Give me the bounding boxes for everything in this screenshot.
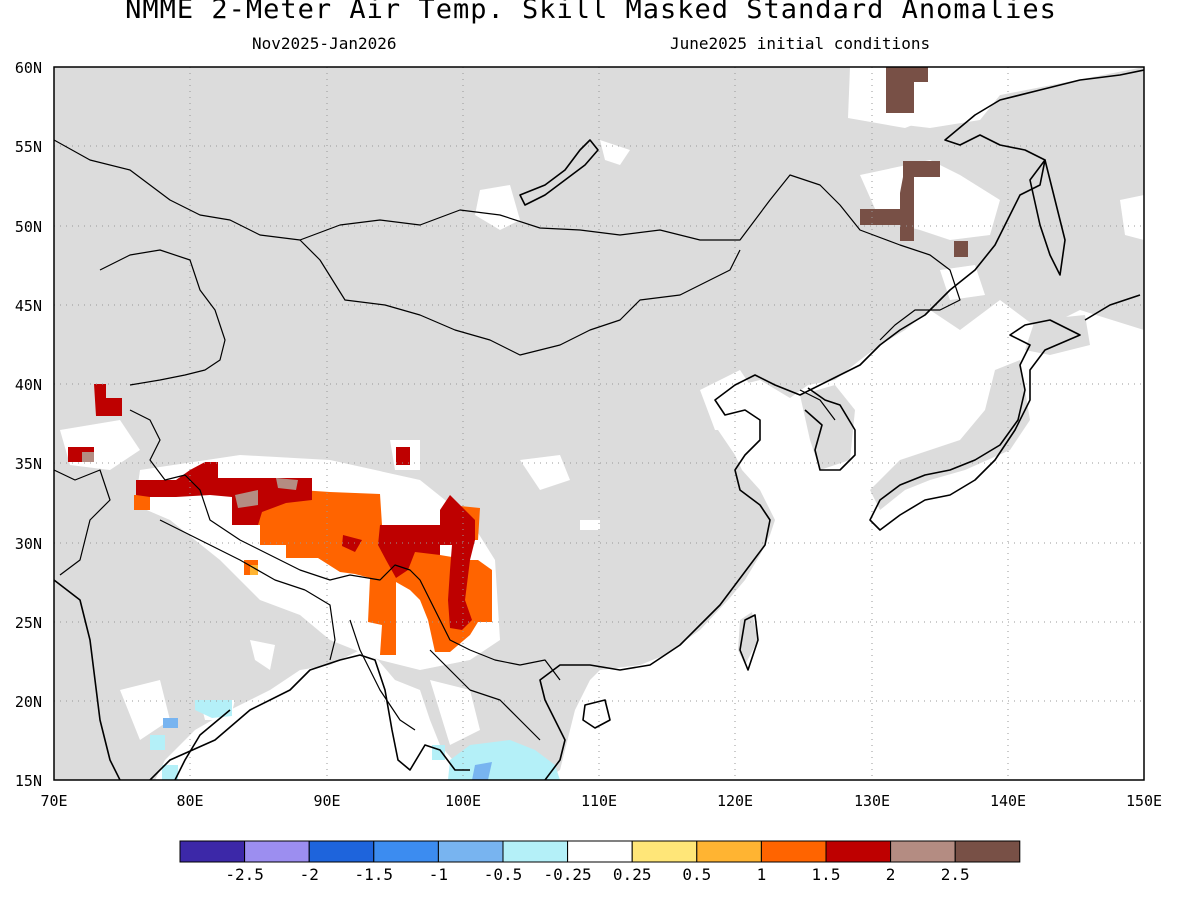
colorbar-swatch (373, 840, 439, 863)
colorbar-swatch (179, 840, 246, 863)
colorbar-label: 2 (886, 865, 896, 884)
positive-anomalies (68, 67, 968, 655)
negative-anomalies (150, 700, 560, 780)
coast-taiwan (739, 614, 759, 671)
colorbar-label: 2.5 (941, 865, 970, 884)
lon-tick-label: 100E (445, 792, 481, 810)
longitude-ticks: 70E 80E 90E 100E 110E 120E 130E 140E 150… (40, 792, 1162, 810)
colorbar-swatch (567, 840, 633, 863)
colorbar-swatch (437, 840, 504, 863)
lat-tick-label: 40N (15, 376, 42, 394)
border-mongolia-china (299, 239, 741, 356)
graticule (54, 67, 1144, 780)
lon-tick-label: 80E (176, 792, 203, 810)
border-bangladesh (304, 589, 336, 661)
colorbar-label: -0.25 (544, 865, 592, 884)
country-borders (54, 139, 961, 741)
lat-tick-label: 55N (15, 138, 42, 156)
colorbar-label: -1.5 (355, 865, 394, 884)
colorbar-swatch (825, 840, 892, 863)
coastlines (54, 69, 1144, 780)
lon-tick-label: 130E (854, 792, 890, 810)
lat-tick-label: 60N (15, 59, 42, 77)
border-indochina (429, 649, 541, 741)
lake-baikal (519, 139, 599, 206)
lon-tick-label: 150E (1126, 792, 1162, 810)
lat-tick-label: 50N (15, 218, 42, 236)
border-india-nepal (159, 519, 306, 591)
colorbar-swatch (631, 840, 698, 863)
border-kazakhstan-china (99, 249, 226, 386)
coast-hainan (582, 699, 611, 729)
lat-tick-label: 35N (15, 455, 42, 473)
colorbar-label: -2 (300, 865, 319, 884)
colorbar-label: 0.5 (682, 865, 711, 884)
land-mass-taiwan (738, 612, 758, 665)
border-myanmar (349, 619, 416, 731)
lat-tick-label: 45N (15, 297, 42, 315)
coast-korea (804, 387, 856, 471)
border-north-korea (799, 389, 836, 421)
lat-tick-label: 20N (15, 693, 42, 711)
colorbar-swatch (760, 840, 827, 863)
coast-sakhalin (1029, 159, 1066, 276)
subtitle-initial-conditions: June2025 initial conditions (670, 34, 931, 53)
lat-tick-label: 25N (15, 614, 42, 632)
colorbar-swatch (696, 840, 762, 863)
lon-tick-label: 110E (581, 792, 617, 810)
coast-asia-main (54, 579, 121, 780)
border-russia-mongolia-china (54, 139, 961, 341)
colorbar-label: 1.5 (812, 865, 841, 884)
colorbar-label: -2.5 (225, 865, 264, 884)
lon-tick-label: 90E (313, 792, 340, 810)
colorbar-swatch (244, 840, 310, 863)
lon-tick-label: 140E (990, 792, 1026, 810)
border-pakistan-afghanistan (54, 469, 111, 576)
lon-tick-label: 120E (717, 792, 753, 810)
colorbar-swatch (502, 840, 569, 863)
colorbar-label: 1 (757, 865, 767, 884)
colorbar-swatch (954, 840, 1021, 863)
land-mass-japan-honshu (870, 360, 1030, 510)
coast-japan (869, 319, 1081, 531)
latitude-ticks: 15N 20N 25N 30N 35N 40N 45N 50N 55N 60N (15, 59, 42, 790)
colorbar-label: -1 (429, 865, 448, 884)
colorbar-swatch (308, 840, 375, 863)
lon-tick-label: 70E (40, 792, 67, 810)
colorbar-swatch (890, 840, 956, 863)
colorbar: -2.5 -2 -1.5 -1 -0.5 -0.25 0.25 0.5 1 1.5 2 2.5 (179, 840, 1021, 884)
land-mass-japan-north (1025, 315, 1090, 355)
lat-tick-label: 30N (15, 535, 42, 553)
subtitle-period: Nov2025-Jan2026 (252, 34, 397, 53)
colorbar-label: 0.25 (613, 865, 652, 884)
map-title: NMME 2-Meter Air Temp. Skill Masked Stan… (125, 0, 1057, 25)
colorbar-label: -0.5 (484, 865, 523, 884)
map-plot-area (54, 67, 1144, 780)
plot-frame (53, 66, 1145, 781)
border-china-southwest (129, 409, 561, 681)
lat-tick-label: 15N (15, 772, 42, 790)
